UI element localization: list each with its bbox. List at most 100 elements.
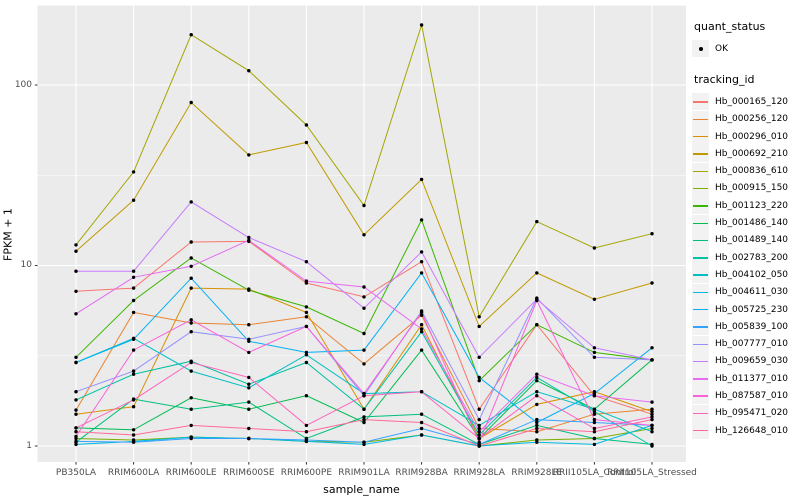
key-line [693,343,708,345]
legend-item-Hb_000692_210: Hb_000692_210 [692,145,798,163]
key-line [693,360,708,363]
data-point [592,417,597,422]
data-point [592,246,597,250]
black-point-icon [698,46,703,51]
legend-item-Hb_004102_050: Hb_004102_050 [692,266,798,284]
legend-item-label: Hb_007777_010 [715,339,789,350]
x-tick-label: RRIM600LA [107,468,160,478]
key-line [693,309,708,311]
legend-item-Hb_000296_010: Hb_000296_010 [692,128,798,146]
data-point [535,219,539,224]
data-point [477,324,481,329]
data-point [592,350,597,355]
legend-item-label: Hb_000915_150 [715,183,789,194]
data-point [247,407,251,411]
data-point [304,394,309,398]
data-point [650,430,654,434]
data-point [131,398,136,402]
data-point [592,409,597,414]
data-point [74,412,78,416]
line-swatch-icon [692,370,709,388]
line-swatch-icon [692,404,709,422]
data-point [362,417,366,422]
data-point [419,420,424,425]
key-line [693,222,708,224]
line-swatch-icon [692,249,709,267]
line-swatch-icon [692,318,709,336]
line-swatch-icon [692,387,709,405]
data-point [189,264,193,268]
x-tick-label: RRIM901LA [338,468,390,478]
data-point [535,423,539,428]
data-point [592,407,597,411]
data-point [74,398,78,402]
data-point [419,327,424,331]
line-swatch-icon [692,266,709,284]
data-point [304,324,309,329]
legend-item-label: Hb_000692_210 [715,148,789,159]
key-line [693,239,708,242]
data-point [650,423,654,428]
legend-item-ok: OK [692,40,798,58]
data-point [419,250,424,254]
data-point [592,426,597,431]
data-point [477,433,481,437]
data-point [304,123,309,127]
data-point [247,69,251,73]
key-line [693,205,708,207]
line-swatch-icon [692,145,709,163]
data-point [131,372,136,376]
data-point [189,436,193,441]
data-point [131,348,136,352]
data-point [304,310,309,315]
data-point [189,240,193,244]
key-line [693,118,708,121]
legend-item-label: Hb_000296_010 [715,131,789,142]
data-point [131,369,136,373]
data-point [247,386,251,390]
data-point [419,348,424,352]
legend-item-Hb_000915_150: Hb_000915_150 [692,179,798,197]
line-swatch-icon [692,214,709,232]
data-point [247,238,251,242]
y-tick-label: 100 [14,79,32,90]
data-point [419,433,424,437]
data-point [477,436,481,441]
data-point [477,355,481,359]
data-point [131,310,136,315]
data-point [189,33,193,37]
key-line [693,274,708,276]
data-point [131,275,136,279]
legend-item-Hb_000165_120: Hb_000165_120 [692,93,798,111]
data-point [535,420,539,425]
line-swatch-icon [692,93,709,111]
data-point [650,444,654,448]
x-tick-label: RRIM928LE [511,468,563,478]
data-point [74,312,78,316]
data-point [477,375,481,380]
legend-item-label: Hb_095471_020 [715,408,789,419]
data-point [592,394,597,398]
data-point [304,350,309,355]
data-point [419,313,424,317]
data-point [419,426,424,431]
data-point [131,428,136,432]
key-line [693,136,708,138]
data-point [362,306,366,310]
data-point [189,276,193,280]
data-point [131,198,136,202]
legend: quant_status OK tracking_id Hb_000165_12… [692,20,798,440]
data-point [74,243,78,247]
legend-item-Hb_001123_220: Hb_001123_220 [692,197,798,215]
data-point [74,289,78,293]
data-point [535,430,539,434]
data-point [592,412,597,416]
y-tick-label: 1 [26,440,32,451]
data-point [304,353,309,357]
data-point [592,355,597,359]
data-point [189,100,193,105]
key-line [693,378,708,380]
data-point [74,249,78,253]
legend-item-label: Hb_004102_050 [715,269,789,280]
